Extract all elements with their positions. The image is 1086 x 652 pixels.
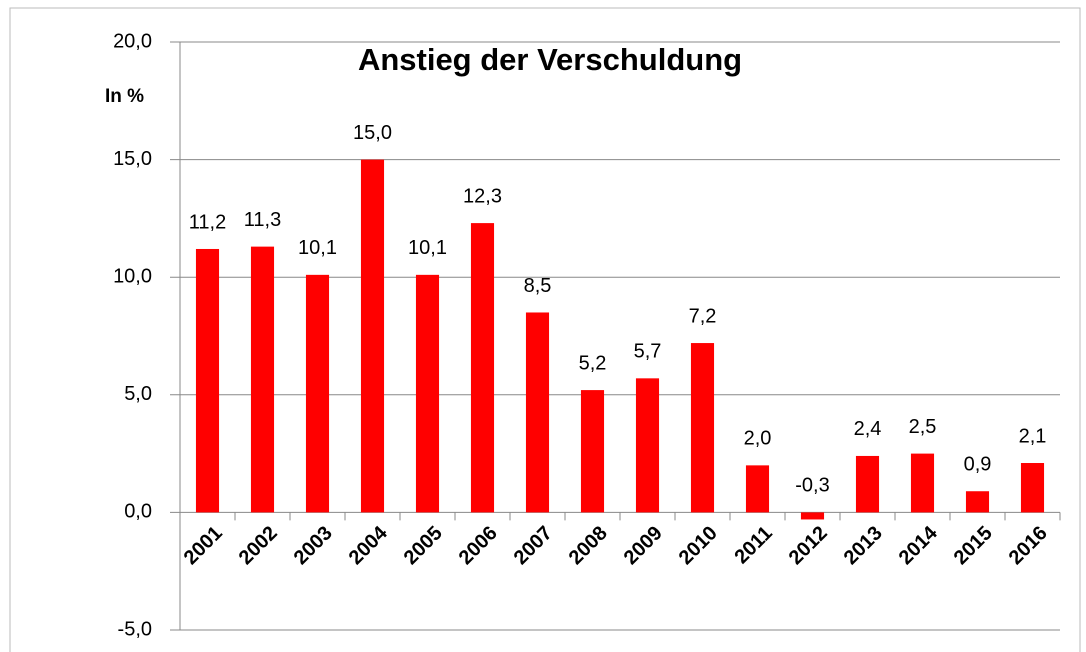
x-tick-label: 2002: [235, 522, 282, 569]
bar: [470, 223, 495, 513]
x-tick-label: 2007: [510, 522, 557, 569]
x-tick-label: 2014: [895, 521, 943, 569]
bar: [580, 390, 605, 513]
value-label: 2,5: [909, 416, 937, 438]
bar: [250, 246, 275, 513]
value-label: 0,9: [964, 454, 992, 476]
bar: [745, 465, 770, 513]
bar: [800, 512, 825, 520]
chart-title: Anstieg der Verschuldung: [358, 42, 742, 77]
y-tick-label: 15,0: [113, 148, 152, 170]
value-label: 8,5: [524, 275, 552, 297]
value-label: -0,3: [795, 475, 829, 497]
value-label: 15,0: [353, 122, 392, 144]
bar: [855, 455, 880, 513]
x-tick-label: 2003: [290, 522, 337, 569]
x-tick-label: 2009: [620, 522, 667, 569]
x-tick-label: 2006: [455, 522, 502, 569]
value-label: 5,2: [579, 352, 607, 374]
bar: [195, 248, 220, 513]
y-tick-label: 10,0: [113, 265, 152, 287]
value-label: 7,2: [689, 305, 717, 327]
x-tick-label: 2010: [675, 522, 722, 569]
value-label: 11,3: [244, 209, 281, 231]
value-label: 5,7: [634, 341, 662, 363]
bar: [910, 453, 935, 513]
value-label: 11,2: [189, 211, 226, 233]
y-tick-label: -5,0: [118, 618, 152, 640]
x-tick-label: 2011: [731, 522, 777, 568]
bar: [360, 159, 385, 513]
value-label: 2,4: [854, 418, 882, 440]
value-label: 2,0: [744, 428, 772, 450]
x-tick-label: 2008: [565, 522, 612, 569]
bar: [305, 274, 330, 513]
bar: [415, 274, 440, 513]
chart-frame: [9, 7, 1081, 652]
bar: [525, 312, 550, 513]
x-tick-label: 2012: [785, 522, 832, 569]
y-tick-label: 5,0: [124, 383, 152, 405]
y-axis-label: In %: [105, 86, 144, 107]
value-label: 10,1: [408, 237, 447, 259]
x-tick-label: 2004: [345, 521, 393, 569]
value-label: 12,3: [463, 185, 502, 207]
bar: [1020, 463, 1045, 513]
x-tick-label: 2001: [180, 522, 227, 569]
x-tick-label: 2005: [400, 522, 447, 569]
bar: [965, 491, 990, 513]
value-label: 2,1: [1019, 425, 1047, 447]
y-tick-label: 20,0: [113, 30, 152, 52]
y-tick-label: 0,0: [124, 501, 152, 523]
x-tick-label: 2013: [840, 522, 887, 569]
bar: [690, 343, 715, 513]
x-tick-label: 2015: [950, 522, 997, 569]
value-label: 10,1: [298, 237, 337, 259]
bar: [635, 378, 660, 513]
x-tick-label: 2016: [1005, 522, 1052, 569]
